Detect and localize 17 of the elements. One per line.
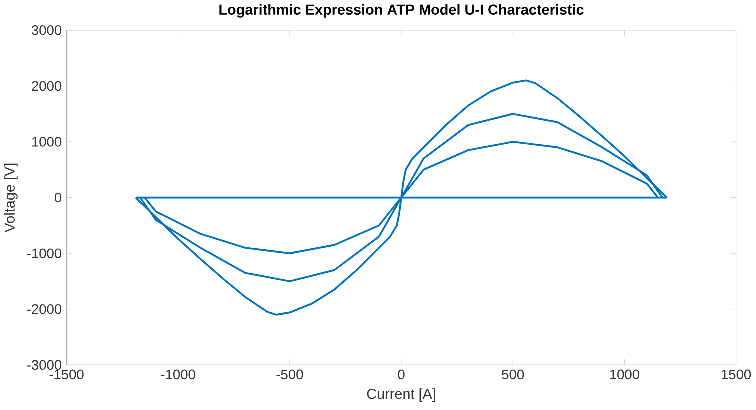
y-tick-label: 1000 (32, 137, 62, 147)
y-tick-label: 0 (54, 193, 62, 203)
x-axis-title: Current [A] (367, 388, 436, 402)
x-tick-label: -1000 (161, 370, 196, 380)
x-tick-label: 1500 (722, 370, 752, 380)
y-tick-label: -2000 (27, 304, 62, 314)
y-tick-label: 3000 (32, 26, 62, 36)
y-tick-label: -1000 (27, 248, 62, 259)
y-tick-label: -3000 (27, 360, 62, 370)
chart-title: Logarithmic Expression ATP Model U-I Characteristic (220, 4, 584, 18)
x-tick-label: 0 (398, 370, 405, 380)
x-tick-label: -500 (276, 370, 304, 380)
x-tick-label: -1500 (50, 370, 84, 380)
x-tick-label: 500 (502, 370, 524, 380)
y-axis-title: Voltage [V] (4, 164, 18, 233)
y-tick-label: 2000 (32, 81, 62, 92)
x-tick-label: 1000 (610, 370, 640, 380)
